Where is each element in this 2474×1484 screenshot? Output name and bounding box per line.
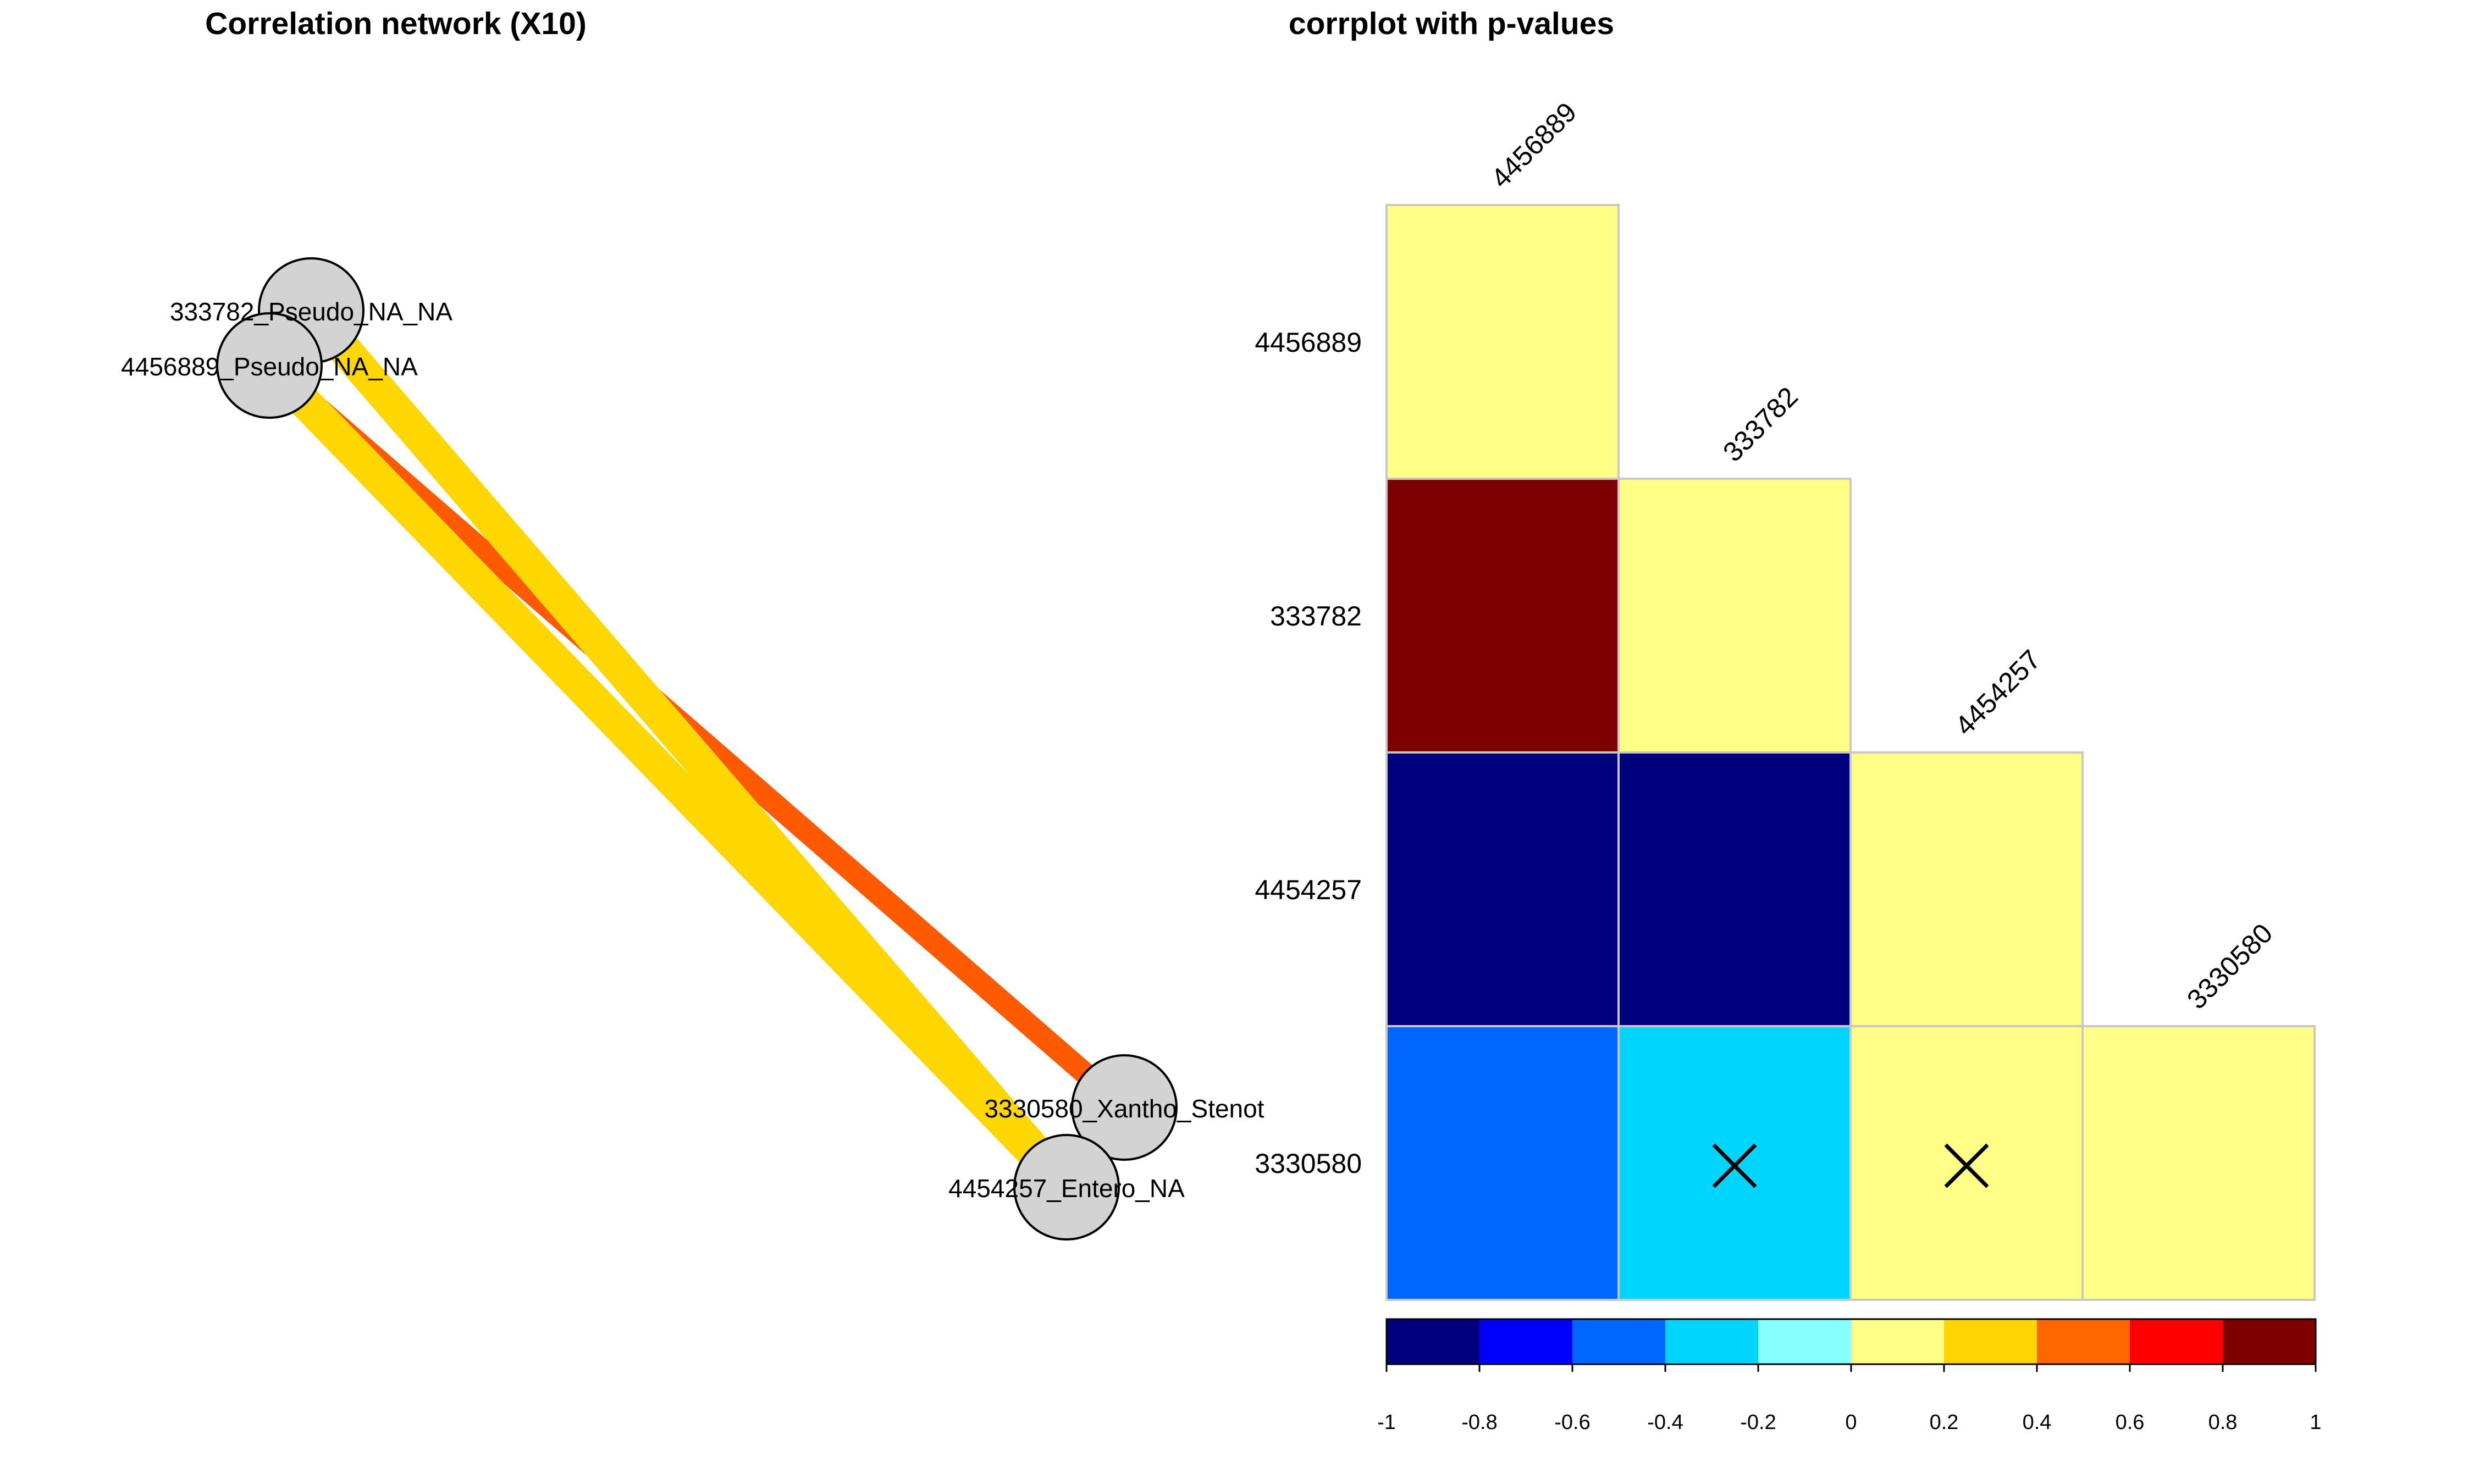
corr-row-label-4456889: 4456889	[1255, 327, 1362, 358]
colorbar-tick-label: -0.8	[1461, 1411, 1497, 1434]
network-node-label-4454257: 4454257_Entero_NA	[948, 1174, 1185, 1203]
colorbar-tick-label: 0.8	[2208, 1411, 2238, 1434]
insignificant-cross-icon	[1944, 1143, 1989, 1188]
colorbar-tick-label: 0.2	[1930, 1411, 1959, 1434]
colorbar-tick-label: -0.6	[1554, 1411, 1590, 1434]
colorbar-tick-label: 0.6	[2116, 1411, 2145, 1434]
network-edge-333782-4454257	[299, 300, 1079, 1198]
corr-row-label-333782: 333782	[1270, 601, 1362, 632]
network-node-4456889	[216, 312, 323, 419]
colorbar-segment	[1758, 1319, 1852, 1364]
corr-cell-1-0	[1385, 478, 1620, 754]
corr-col-label-4456889: 4456889	[1485, 97, 1582, 194]
colorbar: -1 -0.8 -0.6 -0.4 -0.2 0 0.2 0.4 0.6 0.8 1	[1377, 1318, 2322, 1434]
network-node-label-333782: 333782_Pseudo_NA_NA	[170, 297, 452, 326]
colorbar-segment	[1851, 1319, 1945, 1364]
network-node-label-4456889: 4456889_Pseudo_NA_NA	[121, 352, 418, 381]
corr-col-label-4454257: 4454257	[1949, 644, 2046, 741]
corr-row-label-3330580: 3330580	[1255, 1148, 1362, 1179]
colorbar-segment	[1665, 1319, 1759, 1364]
insignificant-cross-icon	[1712, 1143, 1757, 1188]
corr-col-label-3330580: 3330580	[2181, 918, 2278, 1015]
corrplot-title: corrplot with p-values	[1289, 6, 1614, 41]
corr-cell-3-0	[1385, 1025, 1620, 1301]
colorbar-tick-label: 0.4	[2023, 1411, 2052, 1434]
colorbar-tick-label: 1	[2310, 1411, 2321, 1434]
colorbar-tick-label: -0.2	[1740, 1411, 1776, 1434]
colorbar-tick-label: -1	[1377, 1411, 1396, 1434]
colorbar-tick-label: 0	[1845, 1411, 1857, 1434]
corr-cell-2-2	[1849, 751, 2084, 1027]
colorbar-segment	[2130, 1319, 2223, 1364]
network-nodes: 333782_Pseudo_NA_NA 4456889_Pseudo_NA_NA 3…	[121, 257, 1264, 1241]
colorbar-segment	[1479, 1319, 1573, 1364]
colorbar-segment	[2037, 1319, 2130, 1364]
corr-cell-2-0	[1385, 751, 1620, 1027]
colorbar-segment	[1944, 1319, 2037, 1364]
corr-row-label-4454257: 4454257	[1255, 874, 1362, 905]
network-node-label-3330580: 3330580_Xantho_Stenot	[984, 1094, 1264, 1123]
corr-col-label-333782: 333782	[1717, 381, 1804, 468]
corrplot-cells	[1385, 204, 2316, 1301]
colorbar-tick-label: -0.4	[1647, 1411, 1683, 1434]
network-node-4454257	[1013, 1134, 1120, 1241]
corr-cell-3-1	[1617, 1025, 1852, 1301]
corr-cell-2-1	[1617, 751, 1852, 1027]
network-title: Correlation network (X10)	[205, 6, 587, 41]
corr-cell-3-2	[1849, 1025, 2084, 1301]
corrplot-panel: corrplot with p-values 4456889 4456889 333…	[1255, 6, 2321, 1434]
corr-cell-1-1	[1617, 478, 1852, 754]
network-node-3330580	[1071, 1054, 1178, 1161]
network-edges	[257, 300, 1132, 1199]
colorbar-segment	[2223, 1319, 2316, 1364]
corr-cell-0-0	[1385, 204, 1620, 480]
corr-cell-3-3	[2081, 1025, 2316, 1301]
colorbar-segment	[1387, 1319, 1480, 1364]
network-panel: Correlation network (X10) 333782_Pseudo_…	[121, 6, 1264, 1241]
colorbar-segment	[1572, 1319, 1666, 1364]
